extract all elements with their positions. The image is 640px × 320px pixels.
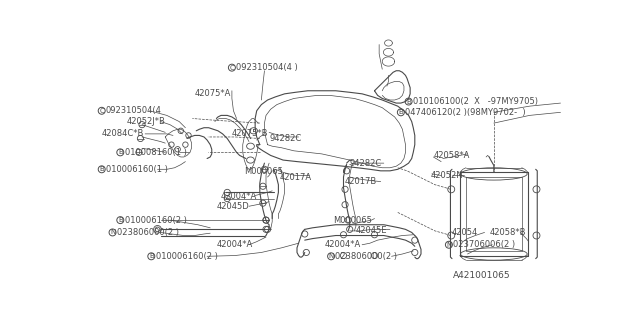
Text: 42075*A: 42075*A xyxy=(195,89,231,98)
Text: 42045E: 42045E xyxy=(356,227,387,236)
Text: 42045D: 42045D xyxy=(216,202,249,211)
Text: 42075*B: 42075*B xyxy=(232,129,268,138)
Text: 94282C: 94282C xyxy=(269,134,301,143)
Text: M000065: M000065 xyxy=(244,167,283,176)
Text: 42017A: 42017A xyxy=(280,173,312,182)
Text: 047406120(2 )(98MY9702-  ): 047406120(2 )(98MY9702- ) xyxy=(405,108,525,117)
Text: 42004*A: 42004*A xyxy=(216,240,253,249)
Text: 42052N: 42052N xyxy=(430,171,463,180)
Text: 010008160(1 ): 010008160(1 ) xyxy=(125,148,186,157)
Text: 010006160(2 ): 010006160(2 ) xyxy=(156,252,218,261)
Text: M000065: M000065 xyxy=(333,216,372,225)
Text: 010006160(1 ): 010006160(1 ) xyxy=(106,165,168,174)
Text: B: B xyxy=(406,99,411,105)
Text: 42058*B: 42058*B xyxy=(489,228,525,237)
Text: 023706006(2 ): 023706006(2 ) xyxy=(453,240,515,249)
Text: 092310504(4: 092310504(4 xyxy=(106,106,162,115)
Text: 092310504(4 ): 092310504(4 ) xyxy=(236,63,298,72)
Text: B: B xyxy=(118,149,123,156)
Text: 010006160(2 ): 010006160(2 ) xyxy=(125,216,186,225)
Text: C: C xyxy=(230,65,234,71)
Text: B: B xyxy=(99,166,104,172)
Text: 94282C: 94282C xyxy=(349,159,382,168)
Text: 023806000(2 ): 023806000(2 ) xyxy=(117,228,179,237)
Text: N: N xyxy=(110,229,115,236)
Text: 42004*A: 42004*A xyxy=(325,240,361,249)
Text: B: B xyxy=(399,109,403,115)
Text: C: C xyxy=(99,108,104,114)
Text: 42084C*B: 42084C*B xyxy=(102,129,144,138)
Text: 42052J*B: 42052J*B xyxy=(127,117,165,126)
Text: B: B xyxy=(149,253,154,259)
Text: 42058*A: 42058*A xyxy=(433,151,470,160)
Text: 010106100(2  X   -97MY9705): 010106100(2 X -97MY9705) xyxy=(413,97,538,106)
Text: 42054: 42054 xyxy=(452,228,478,237)
Text: A421001065: A421001065 xyxy=(453,271,511,280)
Text: 023806000(2 ): 023806000(2 ) xyxy=(335,252,397,261)
Text: 42004*A: 42004*A xyxy=(221,192,257,201)
Text: B: B xyxy=(118,217,123,223)
Text: 42017B: 42017B xyxy=(345,177,378,186)
Text: N: N xyxy=(328,253,333,259)
Text: N: N xyxy=(446,242,452,248)
